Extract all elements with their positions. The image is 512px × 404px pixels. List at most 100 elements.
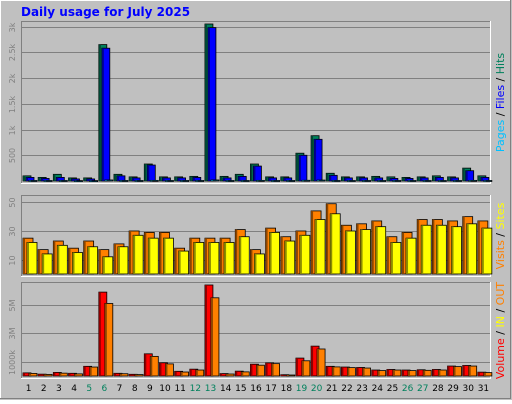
bar-shade xyxy=(189,238,192,274)
bar-shade xyxy=(174,176,177,181)
day-label: 8 xyxy=(132,384,138,394)
bar-shade xyxy=(480,177,483,181)
bar-shade xyxy=(377,370,380,376)
bar-shade xyxy=(210,179,213,181)
day-label: 7 xyxy=(117,384,123,394)
bar-shade xyxy=(314,139,317,181)
bar-shade xyxy=(159,232,162,274)
x-axis-labels: 1 2 3 4 5 6 7 8 9 10 11 12 13 14 15 16 17 18 19 20 21 22 23 24 2… xyxy=(26,384,489,394)
bar-shade xyxy=(119,180,122,182)
bar-shade xyxy=(144,164,147,181)
bar-shade xyxy=(347,367,350,376)
bar-shade xyxy=(165,363,168,376)
day-label: 9 xyxy=(147,384,153,394)
bar-shade xyxy=(362,180,365,182)
bar-shade xyxy=(29,373,31,376)
bar-shade xyxy=(269,232,272,274)
bar-shade xyxy=(226,374,229,376)
legend-entry: / xyxy=(494,74,507,85)
bar-shade xyxy=(356,367,359,376)
chart-title: Daily usage for July 2025 xyxy=(21,5,190,19)
bar-shade xyxy=(468,366,471,376)
bar-shade xyxy=(406,238,409,274)
legend-entry: / xyxy=(494,305,507,316)
day-label: 26 xyxy=(402,384,414,394)
bar-shade xyxy=(89,367,92,376)
bar-shade xyxy=(129,230,132,274)
bar-shade xyxy=(144,353,147,376)
bar-shade xyxy=(53,241,56,274)
bar-shade xyxy=(405,178,408,181)
bar-shade xyxy=(178,251,181,274)
ytick-label: 10 xyxy=(8,255,17,265)
legend-hits-files-pages: Pages / Files / Hits xyxy=(494,53,507,153)
bar-shade xyxy=(265,228,268,274)
day-label: 23 xyxy=(356,384,367,394)
bar-shade xyxy=(57,245,60,274)
bar-shade xyxy=(147,165,150,181)
bar-shade xyxy=(447,220,450,274)
bar-shade xyxy=(477,372,480,376)
bar-shade xyxy=(386,369,389,376)
day-label: 10 xyxy=(159,384,171,394)
bar-shade xyxy=(53,174,56,181)
bar-shade xyxy=(148,238,151,274)
bar-shade xyxy=(265,176,268,181)
chart-panels: 500 1k 1.5k 2k 2.5k 3k Pages / Files / Hits 10 3… xyxy=(8,21,507,394)
panel-visits-sites: 10 30 50 Visits / Sites xyxy=(8,195,507,277)
bar-shade xyxy=(239,236,242,274)
bar-shade xyxy=(207,27,210,182)
bar-shade xyxy=(180,180,183,182)
bar-shade xyxy=(38,249,41,274)
bar-shade xyxy=(195,370,198,376)
bar-shade xyxy=(315,219,318,274)
bar-shade xyxy=(402,370,405,376)
bar-shade xyxy=(113,243,116,274)
day-label: 11 xyxy=(174,384,185,394)
day-label: 30 xyxy=(463,384,475,394)
day-label: 13 xyxy=(205,384,216,394)
bar-shade xyxy=(377,180,380,182)
bar-shade xyxy=(483,372,486,376)
bar-shade xyxy=(226,180,229,182)
bar-shade xyxy=(256,365,259,376)
bar-shade xyxy=(174,371,177,376)
bar-shade xyxy=(38,374,41,376)
ytick-label: 1.5k xyxy=(8,95,17,113)
bar-shade xyxy=(193,242,196,274)
ytick-label: 30 xyxy=(8,226,17,236)
bar-shade xyxy=(284,241,287,274)
bar-shade xyxy=(286,375,289,377)
bar-shade xyxy=(392,180,395,182)
day-label: 2 xyxy=(41,384,47,394)
bar-shade xyxy=(432,369,435,376)
bar-shade xyxy=(98,292,101,376)
bar-shade xyxy=(102,256,105,274)
bar-shade xyxy=(280,236,283,274)
bar-shade xyxy=(435,177,438,181)
bar-shade xyxy=(326,173,329,181)
bar-shade xyxy=(298,155,301,181)
bar-shade xyxy=(98,44,101,181)
bar-shade xyxy=(344,177,347,181)
bar-shade xyxy=(271,363,274,376)
legend-entry: / xyxy=(494,109,507,120)
bar-shade xyxy=(462,168,465,181)
bar-shade xyxy=(98,249,101,274)
bar-shade xyxy=(295,153,298,181)
legend-entry: Hits xyxy=(494,53,507,75)
bar-shade xyxy=(386,236,389,274)
legend-entry: / xyxy=(494,229,507,240)
bar-shade xyxy=(465,170,468,181)
bar-shade xyxy=(371,176,374,181)
day-label: 21 xyxy=(326,384,337,394)
ytick-label: 1000k xyxy=(8,350,17,375)
bar-shade xyxy=(26,177,28,181)
bar-shade xyxy=(195,180,198,182)
bar-shade xyxy=(371,220,374,274)
day-label: 27 xyxy=(417,384,428,394)
day-label: 31 xyxy=(478,384,489,394)
bar-shade xyxy=(301,180,304,182)
